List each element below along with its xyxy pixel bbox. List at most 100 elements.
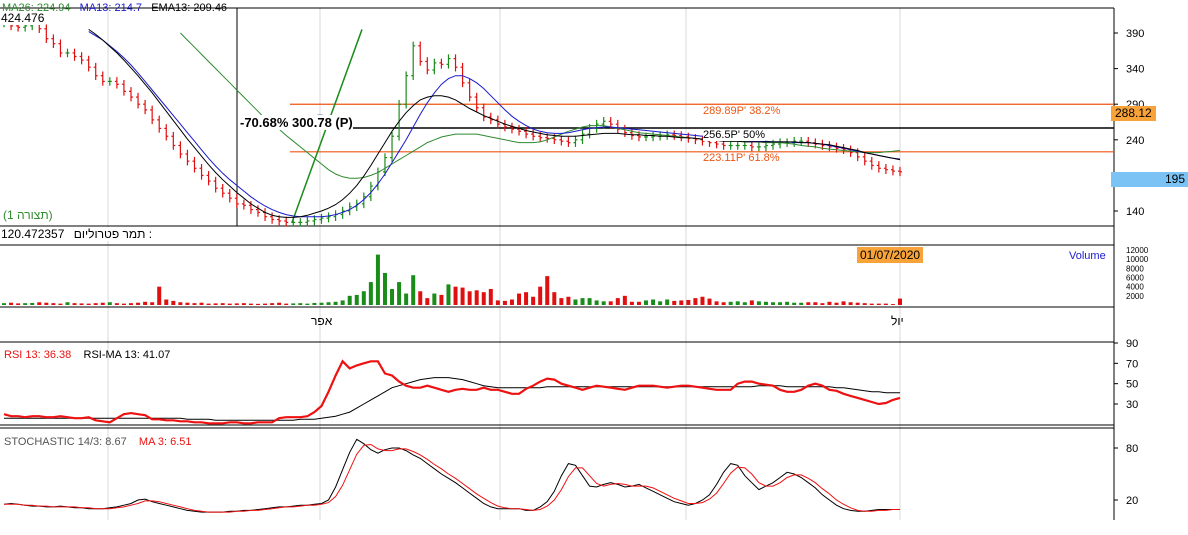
volume-bar — [277, 302, 282, 305]
volume-bar — [756, 301, 761, 305]
volume-bar — [411, 275, 416, 305]
volume-bar — [608, 301, 613, 305]
volume-bar — [199, 302, 204, 305]
volume-bar — [326, 302, 331, 305]
volume-bar — [834, 302, 839, 305]
fib-label-50: 256.5P' 50% — [703, 129, 766, 141]
volume-bar — [862, 303, 867, 305]
y-tick-label-stoch: 80 — [1126, 443, 1138, 455]
ema13-legend: EMA13: 209.46 — [151, 2, 228, 14]
volume-bar — [425, 298, 430, 305]
volume-bar — [354, 294, 359, 305]
volume-bar — [333, 301, 338, 305]
rsi-ma-legend-value: RSI-MA 13: 41.07 — [83, 349, 171, 361]
volume-bar — [37, 302, 42, 305]
volume-bar — [305, 303, 310, 305]
y-tick-label-volume: 4000 — [1126, 283, 1144, 292]
volume-bar — [721, 302, 726, 305]
x-label-jul: יול — [891, 314, 904, 328]
volume-bar — [404, 293, 409, 305]
volume-bar — [206, 303, 211, 305]
volume-bar — [136, 302, 141, 305]
x-label-apr: אפר — [311, 314, 333, 328]
rsi-legend: RSI 13: 36.38 RSI-MA 13: 41.07 — [4, 349, 170, 361]
volume-bar — [665, 299, 670, 305]
volume-bar — [636, 301, 641, 305]
volume-bar — [820, 303, 825, 305]
stoch-ma-legend-value: MA 3: 6.51 — [138, 436, 192, 448]
volume-bar — [502, 300, 507, 305]
low-price-label: 120.472357 — [1, 227, 65, 241]
volume-bar — [51, 303, 56, 305]
volume-bar — [23, 303, 28, 305]
stochastic-panel — [3, 438, 900, 513]
stoch-legend: STOCHASTIC 14/3: 8.67 MA 3: 6.51 — [4, 436, 192, 448]
volume-bar — [368, 282, 373, 305]
main-legend: MA26: 224.94 MA13: 214.7 EMA13: 209.46 — [2, 2, 227, 14]
volume-bar — [171, 300, 176, 305]
y-tick-label-main: 240 — [1126, 135, 1144, 147]
volume-bar — [114, 303, 119, 305]
volume-bar — [72, 303, 77, 305]
volume-bar — [785, 301, 790, 305]
volume-bar — [848, 302, 853, 305]
volume-bar — [601, 301, 606, 305]
y-tick-label-rsi: 70 — [1126, 358, 1138, 370]
volume-bar — [707, 298, 712, 305]
volume-bar — [86, 303, 91, 305]
volume-bar — [545, 276, 550, 305]
volume-bar — [841, 301, 846, 305]
volume-bar — [481, 292, 486, 305]
y-tick-label-rsi: 50 — [1126, 379, 1138, 391]
volume-bar — [587, 298, 592, 305]
volume-label: Volume — [1069, 250, 1106, 262]
period-label: (תצורה 1) — [3, 208, 53, 222]
volume-bar — [594, 300, 599, 305]
ma13-legend: MA13: 214.7 — [79, 2, 143, 14]
volume-bar — [227, 303, 232, 305]
volume-bar — [580, 298, 585, 305]
volume-bar — [157, 286, 162, 305]
volume-bar — [672, 300, 677, 305]
volume-bar — [319, 302, 324, 305]
volume-bar — [382, 272, 387, 305]
main-price-panel — [2, 8, 1114, 227]
ema13-line — [88, 28, 901, 218]
stoch-line — [3, 438, 900, 513]
price-tag-orange: 288.12 — [1111, 106, 1156, 121]
volume-bar — [150, 302, 155, 305]
volume-bar — [291, 303, 296, 305]
volume-bar — [390, 288, 395, 305]
volume-bar — [270, 303, 275, 305]
rsi-panel — [3, 359, 901, 425]
volume-bar — [284, 303, 289, 305]
volume-bar — [100, 302, 105, 305]
volume-bar — [509, 299, 514, 305]
low-price-and-name: 120.472357 תמר פטרוליום : — [1, 227, 153, 241]
measure-label: -70.68% 300.78 (P) — [240, 115, 353, 130]
volume-bar — [813, 302, 818, 305]
volume-bar — [552, 292, 557, 305]
volume-bar — [763, 301, 768, 305]
volume-bar — [700, 296, 705, 305]
volume-bar — [298, 303, 303, 305]
volume-bar — [869, 303, 874, 305]
volume-bar — [890, 304, 895, 305]
volume-bar — [347, 295, 352, 305]
y-tick-label-rsi: 90 — [1126, 338, 1138, 350]
volume-panel — [2, 254, 902, 305]
volume-bar — [460, 287, 465, 305]
volume-bar — [474, 290, 479, 305]
y-tick-label-main: 140 — [1126, 206, 1144, 218]
volume-bar — [361, 291, 366, 305]
y-tick-label-volume: 10000 — [1126, 255, 1149, 264]
volume-bar — [241, 303, 246, 305]
volume-bar — [248, 303, 253, 305]
volume-bar — [65, 302, 70, 305]
volume-bar — [397, 282, 402, 305]
volume-bar — [898, 298, 902, 305]
volume-bar — [185, 302, 190, 305]
volume-bar — [559, 298, 564, 305]
